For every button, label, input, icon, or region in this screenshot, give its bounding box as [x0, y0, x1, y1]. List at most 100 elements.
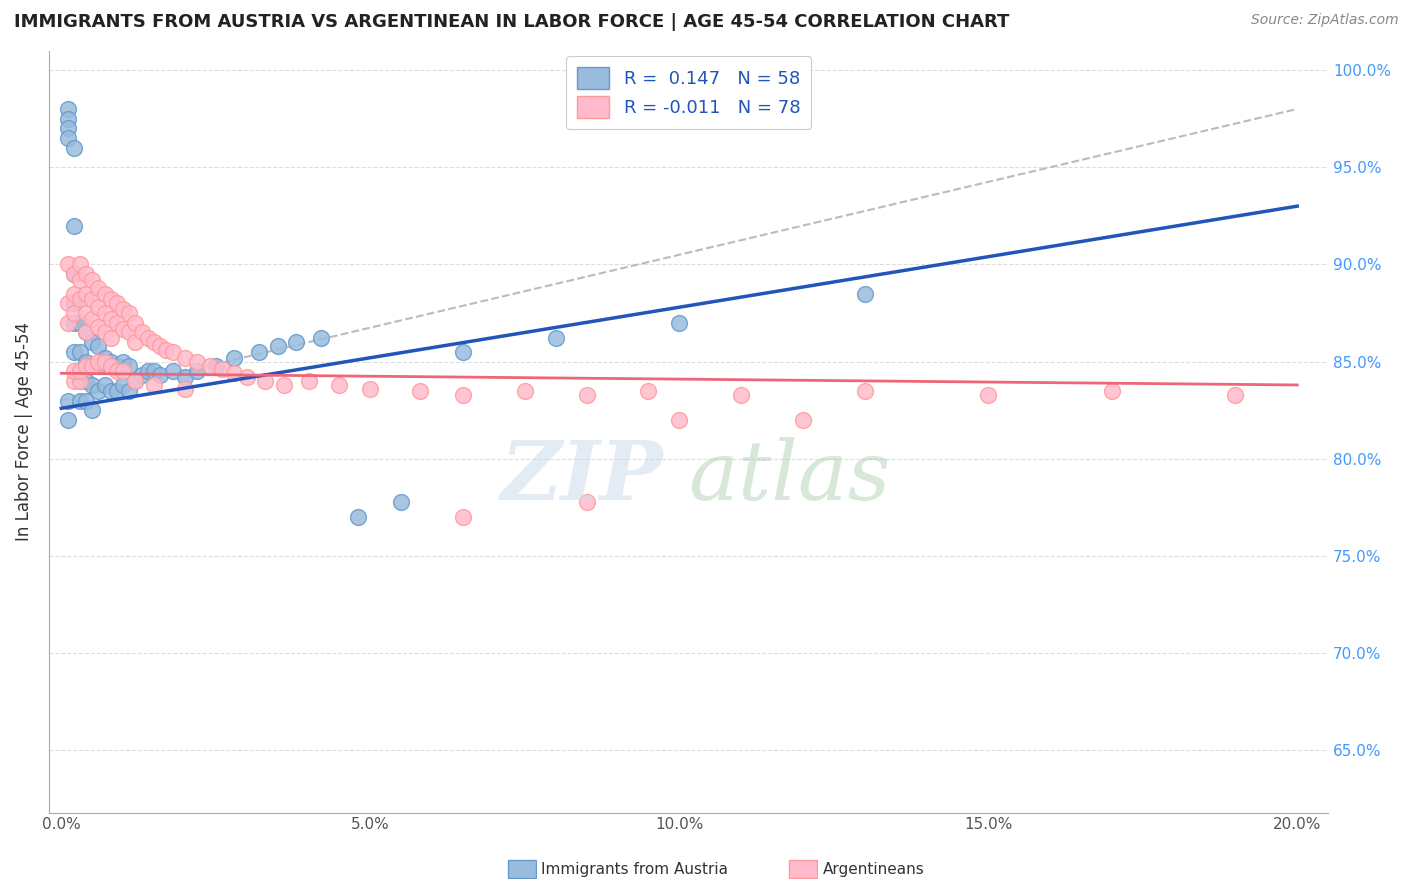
Point — [544, 331, 567, 345]
Point — [56, 131, 79, 145]
Point — [853, 384, 876, 398]
Point — [93, 326, 115, 340]
Point — [124, 374, 146, 388]
Point — [75, 374, 97, 388]
Point — [1101, 384, 1123, 398]
Point — [69, 364, 91, 378]
Point — [93, 306, 115, 320]
Legend: R =  0.147   N = 58, R = -0.011   N = 78: R = 0.147 N = 58, R = -0.011 N = 78 — [567, 56, 811, 128]
Point — [155, 343, 177, 357]
Point — [513, 384, 536, 398]
Text: IMMIGRANTS FROM AUSTRIA VS ARGENTINEAN IN LABOR FORCE | AGE 45-54 CORRELATION CH: IMMIGRANTS FROM AUSTRIA VS ARGENTINEAN I… — [14, 13, 1010, 31]
Point — [112, 364, 135, 378]
Point — [62, 345, 84, 359]
Point — [56, 112, 79, 126]
Point — [273, 378, 295, 392]
Point — [75, 326, 97, 340]
Point — [82, 359, 104, 373]
Point — [668, 413, 690, 427]
Point — [162, 345, 184, 359]
Point — [186, 364, 208, 378]
FancyBboxPatch shape — [789, 860, 817, 878]
Point — [198, 359, 221, 373]
Point — [389, 494, 412, 508]
Point — [112, 321, 135, 335]
Point — [105, 364, 128, 378]
Point — [853, 286, 876, 301]
Point — [56, 393, 79, 408]
Point — [87, 319, 110, 334]
Point — [62, 267, 84, 281]
Point — [105, 384, 128, 398]
Point — [347, 510, 370, 524]
Point — [143, 335, 166, 350]
Point — [451, 387, 474, 401]
Point — [69, 316, 91, 330]
Point — [87, 354, 110, 368]
Point — [69, 345, 91, 359]
Point — [62, 374, 84, 388]
Point — [69, 257, 91, 271]
Point — [69, 374, 91, 388]
Point — [56, 102, 79, 116]
Point — [136, 364, 159, 378]
Point — [224, 351, 246, 365]
Point — [75, 267, 97, 281]
Point — [730, 387, 752, 401]
Point — [62, 286, 84, 301]
Point — [637, 384, 659, 398]
Point — [149, 339, 172, 353]
Point — [62, 219, 84, 233]
Point — [75, 326, 97, 340]
Point — [87, 300, 110, 314]
Point — [575, 494, 598, 508]
Point — [359, 382, 381, 396]
Text: Immigrants from Austria: Immigrants from Austria — [541, 863, 728, 877]
Text: atlas: atlas — [689, 437, 891, 517]
Point — [62, 296, 84, 310]
Point — [254, 374, 277, 388]
Point — [69, 364, 91, 378]
Point — [75, 306, 97, 320]
FancyBboxPatch shape — [508, 860, 536, 878]
Point — [204, 359, 226, 373]
Point — [87, 281, 110, 295]
Point — [69, 393, 91, 408]
Point — [105, 316, 128, 330]
Point — [575, 387, 598, 401]
Point — [112, 302, 135, 317]
Point — [211, 362, 233, 376]
Point — [451, 345, 474, 359]
Point — [75, 393, 97, 408]
Point — [451, 510, 474, 524]
Point — [69, 273, 91, 287]
Point — [62, 306, 84, 320]
Point — [75, 359, 97, 373]
Point — [977, 387, 1000, 401]
Point — [87, 359, 110, 373]
Point — [118, 326, 141, 340]
Point — [100, 384, 122, 398]
Point — [118, 384, 141, 398]
Point — [56, 413, 79, 427]
Point — [118, 306, 141, 320]
Point — [62, 364, 84, 378]
Point — [105, 359, 128, 373]
Point — [100, 331, 122, 345]
Point — [149, 368, 172, 383]
Point — [82, 378, 104, 392]
Point — [69, 293, 91, 307]
Point — [82, 293, 104, 307]
Point — [87, 384, 110, 398]
Point — [792, 413, 814, 427]
Point — [62, 316, 84, 330]
Point — [93, 286, 115, 301]
Text: Source: ZipAtlas.com: Source: ZipAtlas.com — [1251, 13, 1399, 28]
Point — [224, 367, 246, 381]
Y-axis label: In Labor Force | Age 45-54: In Labor Force | Age 45-54 — [15, 322, 32, 541]
Point — [56, 257, 79, 271]
Point — [285, 335, 308, 350]
Point — [62, 141, 84, 155]
Point — [297, 374, 319, 388]
Point — [75, 286, 97, 301]
